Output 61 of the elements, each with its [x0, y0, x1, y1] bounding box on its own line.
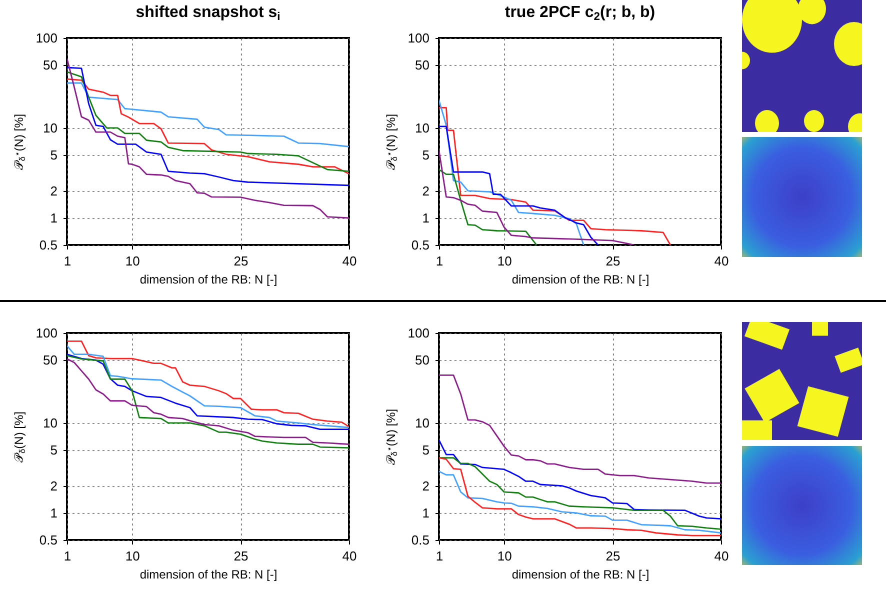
- y-tick-label: 100: [36, 326, 58, 340]
- line-series: [439, 150, 635, 245]
- y-tick-label: 100: [408, 30, 430, 46]
- x-tick-label: 1: [64, 548, 72, 564]
- line-series: [439, 126, 599, 245]
- x-tick-label: 25: [234, 254, 248, 268]
- y-tick-label: 2: [422, 183, 430, 198]
- y-tick-label: 50: [415, 58, 430, 73]
- y-tick-label: 10: [43, 415, 58, 430]
- y-tick-label: 2: [50, 183, 58, 198]
- line-series: [67, 58, 349, 219]
- x-tick-label: 1: [436, 254, 444, 268]
- y-tick-label: 0.5: [411, 238, 430, 252]
- x-tick-label: 40: [342, 254, 357, 268]
- chart-title: shifted snapshot s$_{i}$: [136, 4, 280, 23]
- y-tick-label: 100: [408, 326, 430, 340]
- y-tick-label: 1: [50, 210, 58, 226]
- y-tick-label: 1: [422, 210, 430, 226]
- y-tick-label: 100: [36, 30, 58, 46]
- line-series: [67, 66, 349, 186]
- x-tick-label: 40: [342, 548, 357, 564]
- y-tick-label: 2: [50, 478, 58, 494]
- y-tick-label: 50: [43, 58, 58, 73]
- x-tick-label: 40: [714, 548, 729, 564]
- x-tick-label: 25: [606, 548, 620, 564]
- x-tick-label: 1: [436, 548, 444, 564]
- y-tick-label: 10: [415, 415, 430, 430]
- y-tick-label: 1: [50, 505, 58, 520]
- x-tick-label: 25: [606, 254, 620, 268]
- x-axis-title: dimension of the RB: N [-]: [140, 272, 278, 286]
- y-tick-label: 10: [43, 120, 58, 136]
- x-axis-title: dimension of the RB: N [-]: [512, 272, 650, 286]
- line-series: [439, 106, 672, 245]
- y-tick-label: 2: [422, 478, 430, 494]
- y-tick-label: 5: [422, 148, 430, 163]
- line-series: [439, 168, 538, 245]
- line-series: [439, 100, 584, 245]
- x-tick-label: 10: [497, 548, 512, 564]
- line-series: [439, 374, 721, 484]
- x-tick-label: 25: [234, 548, 248, 564]
- x-tick-label: 10: [125, 548, 140, 564]
- chart-title: true 2PCF c$_{2}$(r; b, b): [504, 4, 656, 23]
- x-axis-title: dimension of the RB: N [-]: [140, 568, 278, 582]
- x-tick-label: 40: [714, 254, 729, 268]
- y-tick-label: 0.5: [39, 238, 58, 252]
- x-tick-label: 10: [125, 254, 140, 268]
- y-tick-label: 0.5: [39, 532, 58, 548]
- y-tick-label: 1: [422, 505, 430, 520]
- line-series: [439, 439, 721, 520]
- y-tick-label: 5: [50, 442, 58, 458]
- y-tick-label: 10: [415, 120, 430, 136]
- x-tick-label: 10: [497, 254, 512, 268]
- y-tick-label: 5: [50, 148, 58, 163]
- x-axis-title: dimension of the RB: N [-]: [512, 568, 650, 582]
- y-tick-label: 5: [422, 442, 430, 458]
- x-tick-label: 1: [64, 254, 72, 268]
- y-tick-label: 50: [415, 352, 430, 368]
- line-series: [67, 82, 349, 148]
- y-tick-label: 0.5: [411, 532, 430, 548]
- line-series: [439, 470, 721, 534]
- y-tick-label: 50: [43, 352, 58, 368]
